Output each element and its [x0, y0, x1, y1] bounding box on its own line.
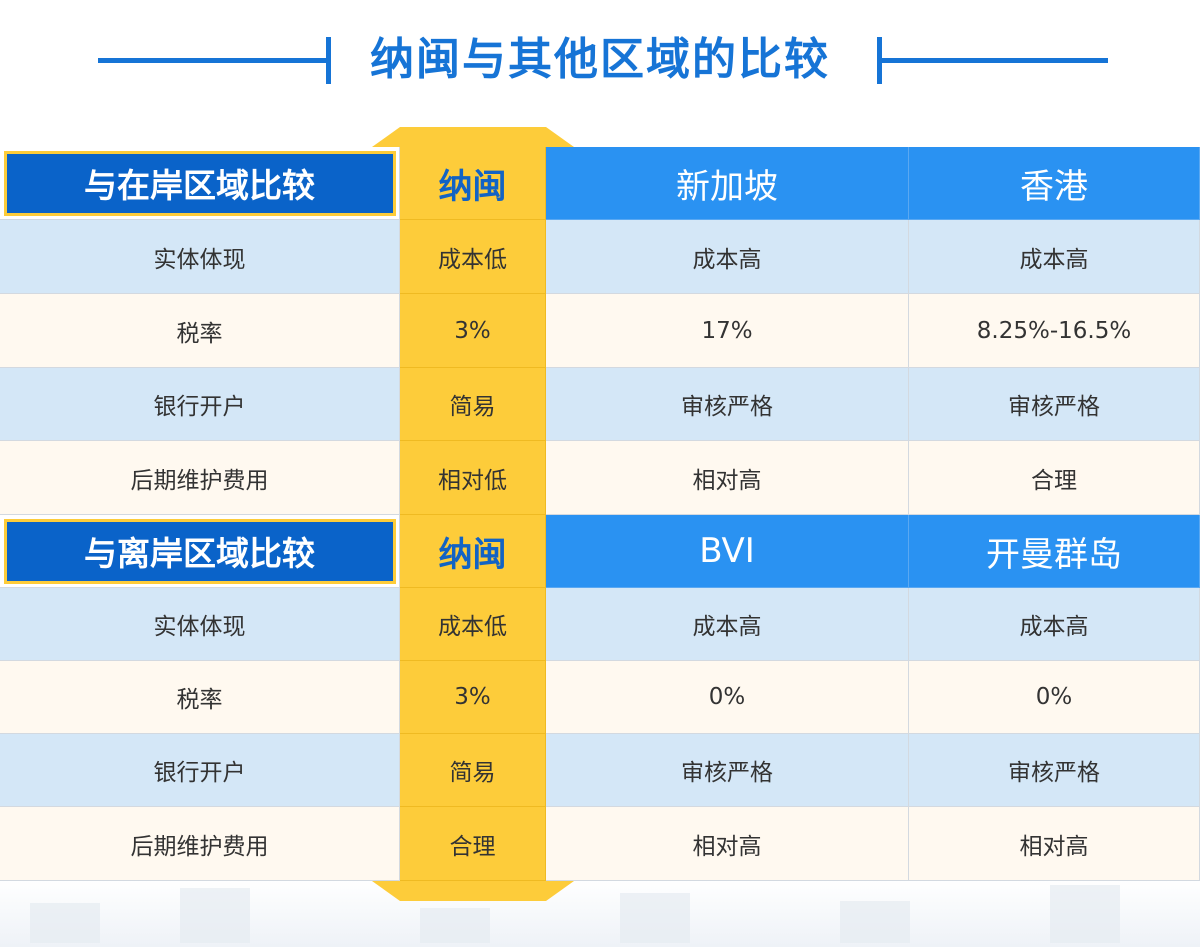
row-label: 实体体现 [0, 220, 400, 294]
title-row: 纳闽与其他区域的比较 [0, 0, 1200, 120]
header-col2: 新加坡 [546, 147, 909, 220]
title-line-right [882, 58, 1108, 63]
row-col2: 0% [546, 661, 909, 734]
section-header-cell: 与在岸区域比较 [0, 147, 400, 220]
header-col3: 香港 [909, 147, 1200, 220]
row-col2: 审核严格 [546, 368, 909, 441]
row-naen: 3% [400, 661, 546, 734]
row-col3: 成本高 [909, 588, 1200, 661]
title-bar-left [326, 37, 331, 84]
row-col3: 审核严格 [909, 734, 1200, 807]
header-col3: 开曼群岛 [909, 515, 1200, 588]
title-bar-right [877, 37, 882, 84]
row-naen: 成本低 [400, 220, 546, 294]
row-label: 后期维护费用 [0, 441, 400, 515]
section-header-label: 与离岸区域比较 [3, 518, 396, 584]
highlight-tab-bottom-right [546, 881, 574, 901]
row-label: 银行开户 [0, 734, 400, 807]
row-col3: 相对高 [909, 807, 1200, 881]
highlight-tab-top-left [372, 127, 400, 147]
comparison-table: 与在岸区域比较 纳闽 新加坡 香港 实体体现 成本低 成本高 成本高 税率 3%… [0, 147, 1200, 881]
row-col2: 17% [546, 294, 909, 368]
highlight-tab-top [400, 127, 546, 147]
row-label: 税率 [0, 661, 400, 734]
header-col2: BVI [546, 515, 909, 588]
row-naen: 成本低 [400, 588, 546, 661]
row-col3: 0% [909, 661, 1200, 734]
row-col2: 审核严格 [546, 734, 909, 807]
row-col3: 成本高 [909, 220, 1200, 294]
header-naen: 纳闽 [400, 147, 546, 220]
title-line-left [98, 58, 326, 63]
page-title: 纳闽与其他区域的比较 [370, 34, 830, 85]
row-label: 后期维护费用 [0, 807, 400, 881]
row-naen: 简易 [400, 368, 546, 441]
row-col3: 8.25%-16.5% [909, 294, 1200, 368]
row-col2: 成本高 [546, 220, 909, 294]
section-header-cell: 与离岸区域比较 [0, 515, 400, 588]
row-col2: 相对高 [546, 807, 909, 881]
row-naen: 相对低 [400, 441, 546, 515]
row-naen: 3% [400, 294, 546, 368]
highlight-tab-bottom [400, 881, 546, 901]
header-naen: 纳闽 [400, 515, 546, 588]
row-col2: 相对高 [546, 441, 909, 515]
section-header-label: 与在岸区域比较 [3, 150, 396, 216]
row-label: 实体体现 [0, 588, 400, 661]
row-col2: 成本高 [546, 588, 909, 661]
highlight-tab-top-right [546, 127, 574, 147]
row-naen: 简易 [400, 734, 546, 807]
row-col3: 审核严格 [909, 368, 1200, 441]
background-cityscape [0, 880, 1200, 947]
row-label: 税率 [0, 294, 400, 368]
row-naen: 合理 [400, 807, 546, 881]
row-col3: 合理 [909, 441, 1200, 515]
row-label: 银行开户 [0, 368, 400, 441]
highlight-tab-bottom-left [372, 881, 400, 901]
